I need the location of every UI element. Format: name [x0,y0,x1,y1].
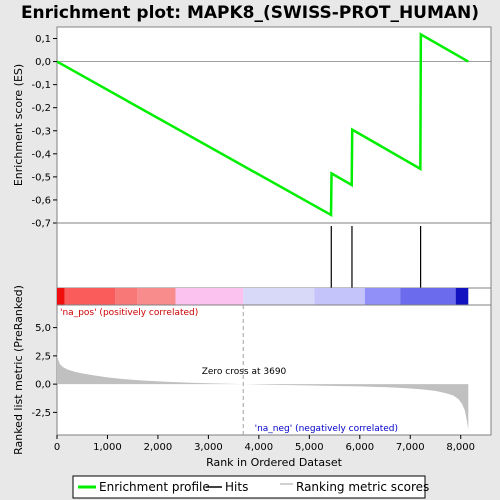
x-tick-label: 7,000 [396,442,425,453]
na-pos-label: 'na_pos' (positively correlated) [60,308,198,318]
legend-box [72,475,426,499]
es-y-axis: -0,7 -0,6 -0,5 -0,4 -0,3 -0,2 -0,1 0,0 0,1 [31,34,57,230]
color-bar-segment [243,288,315,305]
es-panel [56,26,492,224]
es-y-tick-label: -0,2 [31,103,51,114]
x-tick-label: 4,000 [245,442,274,453]
es-y-tick-label: -0,1 [31,80,51,91]
color-bar-segment [314,288,365,305]
metric-panel [56,304,492,436]
legend-enrichment-label: Enrichment profile [99,480,210,494]
legend-metric-label: Ranking metric scores [296,480,429,494]
color-bar-segment [175,288,244,305]
chart-title: Enrichment plot: MAPK8_(SWISS-PROT_HUMAN… [21,3,479,23]
metric-y-tick-label: 5,0 [35,323,51,334]
color-bar-segment [137,288,176,305]
x-tick-label: 1,000 [93,442,122,453]
x-axis: 0 1,000 2,000 3,000 4,000 5,000 6,000 7,000 8,00… [54,435,475,453]
es-y-tick-label: -0,6 [31,195,51,206]
metric-y-axis-label: Ranked list metric (PreRanked) [12,285,25,455]
color-bar [57,288,469,305]
es-y-axis-label: Enrichment score (ES) [12,64,25,186]
color-bar-segment [364,288,401,305]
metric-y-tick-label: 2,5 [35,351,51,362]
metric-y-axis: -2,5 0,0 2,5 5,0 [31,323,57,419]
color-bar-segment [455,288,469,305]
es-y-tick-label: -0,5 [31,172,51,183]
x-axis-label: Rank in Ordered Dataset [206,456,343,469]
color-bar-segment [64,288,116,305]
x-tick-label: 6,000 [345,442,374,453]
metric-y-tick-label: 0,0 [35,380,51,391]
na-neg-label: 'na_neg' (negatively correlated) [255,424,398,434]
es-y-tick-label: 0,1 [35,34,51,45]
es-y-tick-label: -0,7 [31,219,51,230]
es-y-tick-label: -0,3 [31,126,51,137]
es-y-tick-label: 0,0 [35,57,51,68]
x-tick-label: 5,000 [295,442,324,453]
x-tick-label: 0 [54,442,60,453]
color-bar-segment [400,288,456,305]
es-y-tick-label: -0,4 [31,149,51,160]
x-tick-label: 8,000 [446,442,475,453]
hits-marks [330,226,422,288]
color-bar-segment [115,288,138,305]
color-bar-segment [57,288,65,305]
legend-hits-label: Hits [225,480,248,494]
zero-cross-label: Zero cross at 3690 [202,367,287,377]
hits-panel [56,222,492,289]
x-tick-label: 2,000 [144,442,173,453]
metric-y-tick-label: -2,5 [31,408,51,419]
enrichment-profile-line [56,32,469,218]
x-tick-label: 3,000 [194,442,223,453]
